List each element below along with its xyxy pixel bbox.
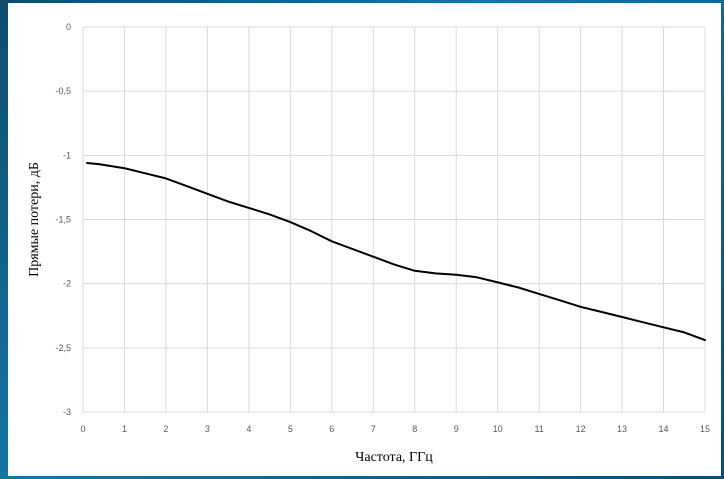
y-tick-label: -1,5 [55,215,71,225]
x-tick-label: 4 [246,424,251,434]
x-tick-label: 2 [163,424,168,434]
chart-panel: 0 -0,5 -1 -1,5 -2 -2,5 -3 0 1 2 3 4 5 6 7 8 9 10 11 12 13 14… [8,3,721,476]
y-tick-label: 0 [66,22,71,32]
x-tick-label: 15 [700,424,710,434]
x-tick-label: 0 [80,424,85,434]
series-layer [86,162,706,342]
series-line [86,162,706,342]
x-tick-label: 14 [659,424,669,434]
x-tick-label: 9 [454,424,459,434]
y-tick-label: -1 [63,150,71,160]
y-tick-label: -2 [63,279,71,289]
x-tick-label: 1 [122,424,127,434]
x-tick-label: 7 [371,424,376,434]
y-axis-label: Прямые потери, дБ [27,162,42,277]
y-axis-ticks: 0 -0,5 -1 -1,5 -2 -2,5 -3 [55,22,71,417]
x-tick-label: 10 [493,424,503,434]
x-tick-label: 13 [617,424,627,434]
x-tick-label: 3 [205,424,210,434]
line-chart: 0-0,5-1-1,5-2-2,5-3 0 1 2 3 4 5 6 7 8 9 10 11 12 13 14… [27,22,710,465]
x-tick-label: 6 [329,424,334,434]
y-tick-label: -0,5 [55,86,71,96]
y-tick-label: -2,5 [55,343,71,353]
x-axis-label: Частота, ГГц [355,450,433,465]
x-tick-label: 5 [288,424,293,434]
x-tick-label: 11 [534,424,543,434]
x-tick-label: 12 [576,424,586,434]
grid-lines [82,26,706,413]
y-tick-label: -3 [63,407,71,417]
x-axis-ticks: 0 1 2 3 4 5 6 7 8 9 10 11 12 13 14 15 [80,424,710,434]
x-tick-label: 8 [412,424,417,434]
